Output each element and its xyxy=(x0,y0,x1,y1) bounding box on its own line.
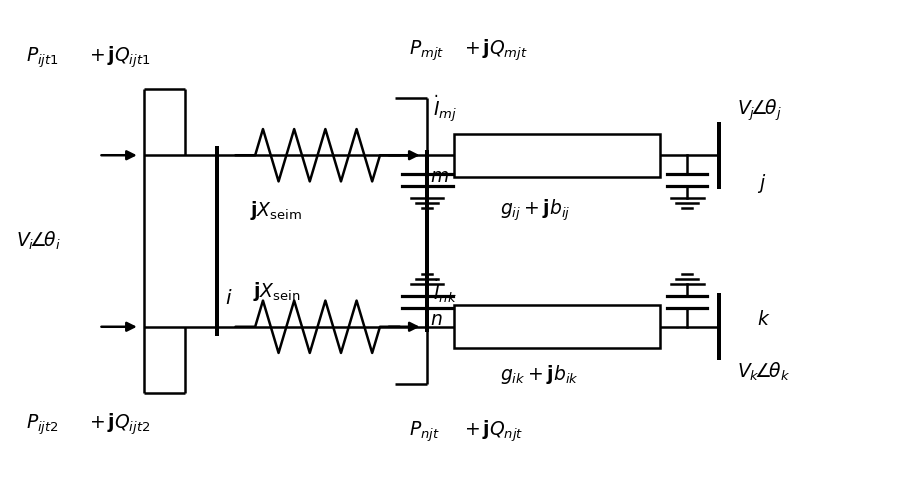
Bar xyxy=(454,134,660,177)
Text: $k$: $k$ xyxy=(757,310,771,329)
Text: $\mathbf{j}X_{\mathsf{seim}}$: $\mathbf{j}X_{\mathsf{seim}}$ xyxy=(251,199,303,222)
Text: $P_{mjt}$: $P_{mjt}$ xyxy=(409,38,444,63)
Text: $j$: $j$ xyxy=(757,172,767,195)
Text: $V_k\!\angle\!\theta_k$: $V_k\!\angle\!\theta_k$ xyxy=(737,361,790,383)
Text: $\dot{I}_{nk}$: $\dot{I}_{nk}$ xyxy=(433,277,457,305)
Text: $g_{ik}+\mathbf{j}b_{ik}$: $g_{ik}+\mathbf{j}b_{ik}$ xyxy=(500,363,578,386)
Text: $P_{njt}$: $P_{njt}$ xyxy=(409,419,440,444)
Text: $+\,\mathbf{j}Q_{mjt}$: $+\,\mathbf{j}Q_{mjt}$ xyxy=(464,38,528,63)
Text: $P_{ijt1}$: $P_{ijt1}$ xyxy=(26,45,59,70)
Text: $+\,\mathbf{j}Q_{ijt2}$: $+\,\mathbf{j}Q_{ijt2}$ xyxy=(89,412,151,437)
Text: $+\,\mathbf{j}Q_{ijt1}$: $+\,\mathbf{j}Q_{ijt1}$ xyxy=(89,45,151,70)
Text: $P_{ijt2}$: $P_{ijt2}$ xyxy=(26,412,59,437)
Text: $m$: $m$ xyxy=(430,167,449,186)
Bar xyxy=(454,305,660,348)
Text: $V_i\!\angle\!\theta_i$: $V_i\!\angle\!\theta_i$ xyxy=(17,230,62,252)
Text: $V_j\!\angle\!\theta_j$: $V_j\!\angle\!\theta_j$ xyxy=(737,97,782,123)
Text: $i$: $i$ xyxy=(225,289,232,308)
Text: $g_{ij}+\mathbf{j}b_{ij}$: $g_{ij}+\mathbf{j}b_{ij}$ xyxy=(500,197,570,223)
Text: $n$: $n$ xyxy=(430,310,442,329)
Text: $+\,\mathbf{j}Q_{njt}$: $+\,\mathbf{j}Q_{njt}$ xyxy=(464,419,523,444)
Text: $\mathbf{j}X_{\mathsf{sein}}$: $\mathbf{j}X_{\mathsf{sein}}$ xyxy=(252,280,300,303)
Text: $\dot{I}_{mj}$: $\dot{I}_{mj}$ xyxy=(433,94,457,125)
